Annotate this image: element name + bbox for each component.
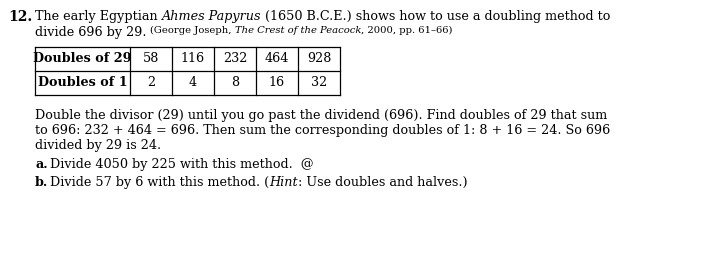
Text: Divide 4050 by 225 with this method.  @: Divide 4050 by 225 with this method. @ bbox=[50, 158, 314, 171]
Text: Hint: Hint bbox=[269, 176, 298, 189]
Text: The early Egyptian: The early Egyptian bbox=[35, 10, 161, 23]
Text: Ahmes Papyrus: Ahmes Papyrus bbox=[161, 10, 261, 23]
Text: 58: 58 bbox=[143, 52, 159, 66]
Text: : Use doubles and halves.): : Use doubles and halves.) bbox=[298, 176, 468, 189]
Text: 464: 464 bbox=[265, 52, 289, 66]
Text: divide 696 by 29.: divide 696 by 29. bbox=[35, 26, 150, 39]
Text: divided by 29 is 24.: divided by 29 is 24. bbox=[35, 139, 161, 152]
Text: b.: b. bbox=[35, 176, 48, 189]
Text: 32: 32 bbox=[311, 76, 327, 89]
Text: a.: a. bbox=[35, 158, 48, 171]
Text: (1650 B.C.E.) shows how to use a doubling method to: (1650 B.C.E.) shows how to use a doublin… bbox=[261, 10, 611, 23]
Text: , 2000, pp. 61–66): , 2000, pp. 61–66) bbox=[362, 26, 453, 35]
Text: Doubles of 1: Doubles of 1 bbox=[38, 76, 127, 89]
Text: 232: 232 bbox=[223, 52, 247, 66]
Text: 16: 16 bbox=[269, 76, 285, 89]
Text: to 696: 232 + 464 = 696. Then sum the corresponding doubles of 1: 8 + 16 = 24. S: to 696: 232 + 464 = 696. Then sum the co… bbox=[35, 124, 610, 137]
Text: 2: 2 bbox=[147, 76, 155, 89]
Text: 4: 4 bbox=[189, 76, 197, 89]
Text: 116: 116 bbox=[181, 52, 205, 66]
Text: The Crest of the Peacock: The Crest of the Peacock bbox=[235, 26, 362, 35]
Text: Divide 57 by 6 with this method. (: Divide 57 by 6 with this method. ( bbox=[50, 176, 269, 189]
Text: (George Joseph,: (George Joseph, bbox=[150, 26, 235, 35]
Text: 928: 928 bbox=[307, 52, 331, 66]
Text: Double the divisor (29) until you go past the dividend (696). Find doubles of 29: Double the divisor (29) until you go pas… bbox=[35, 109, 607, 122]
Text: Doubles of 29: Doubles of 29 bbox=[33, 52, 132, 66]
Text: 8: 8 bbox=[231, 76, 239, 89]
Text: 12.: 12. bbox=[8, 10, 32, 24]
